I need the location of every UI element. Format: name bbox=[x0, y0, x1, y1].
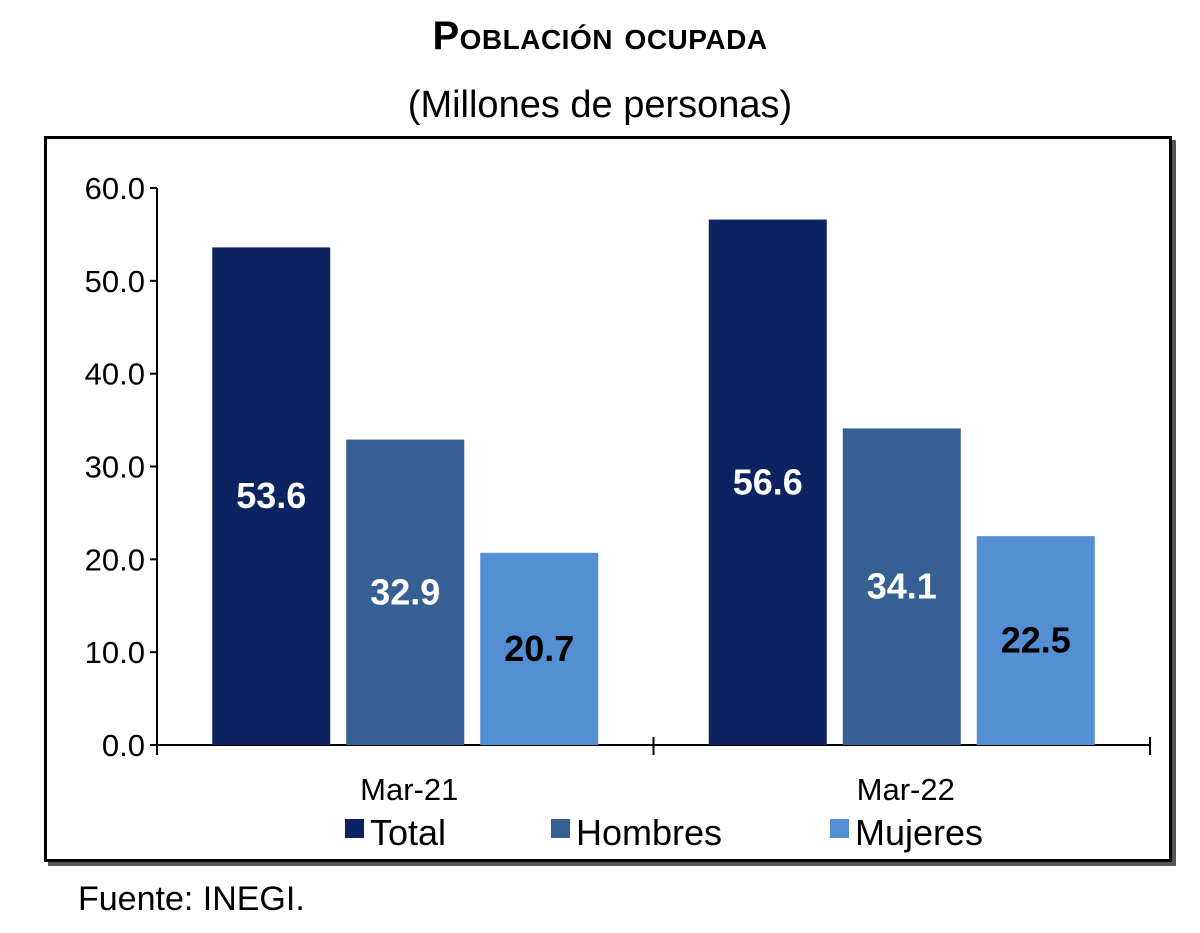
bar-hombres bbox=[842, 428, 961, 745]
legend-label: Mujeres bbox=[855, 812, 983, 853]
y-tick-label: 50.0 bbox=[85, 264, 145, 299]
chart-frame bbox=[44, 136, 1172, 862]
bar-total bbox=[708, 219, 827, 745]
bar-mujeres bbox=[480, 552, 599, 745]
y-tick-label: 40.0 bbox=[85, 357, 145, 392]
bar-mujeres bbox=[976, 536, 1095, 745]
chart-title: Población ocupada bbox=[432, 14, 768, 58]
legend-swatch-mujeres bbox=[830, 819, 849, 838]
bar-total bbox=[212, 247, 331, 745]
y-tick-label: 10.0 bbox=[85, 635, 145, 670]
data-label: 34.1 bbox=[867, 566, 937, 607]
data-label: 53.6 bbox=[236, 475, 306, 516]
data-label: 32.9 bbox=[370, 571, 440, 612]
legend-label: Hombres bbox=[576, 812, 722, 853]
y-tick-label: 20.0 bbox=[85, 542, 145, 577]
source-note: Fuente: INEGI. bbox=[78, 880, 305, 918]
y-tick-label: 30.0 bbox=[85, 450, 145, 485]
chart-subtitle: (Millones de personas) bbox=[407, 84, 793, 126]
data-label: 22.5 bbox=[1001, 620, 1071, 661]
bar-hombres bbox=[346, 439, 465, 745]
x-tick-label: Mar-22 bbox=[857, 772, 955, 807]
legend-swatch-total bbox=[345, 819, 364, 838]
legend-swatch-hombres bbox=[551, 819, 570, 838]
x-tick-label: Mar-21 bbox=[360, 772, 458, 807]
y-tick-label: 0.0 bbox=[102, 728, 145, 763]
data-label: 56.6 bbox=[733, 461, 803, 502]
y-tick-label: 60.0 bbox=[85, 171, 145, 206]
data-label: 20.7 bbox=[504, 628, 574, 669]
legend-label: Total bbox=[370, 812, 446, 853]
